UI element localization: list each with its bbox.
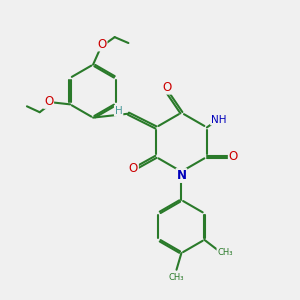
Text: O: O [229,150,238,164]
Text: O: O [44,95,53,108]
Text: O: O [97,38,106,50]
Text: H: H [115,106,122,116]
Text: O: O [129,162,138,175]
Text: NH: NH [211,115,226,124]
Text: O: O [162,81,171,94]
Text: CH₃: CH₃ [169,273,184,282]
Text: CH₃: CH₃ [217,248,233,257]
Text: N: N [176,169,186,182]
